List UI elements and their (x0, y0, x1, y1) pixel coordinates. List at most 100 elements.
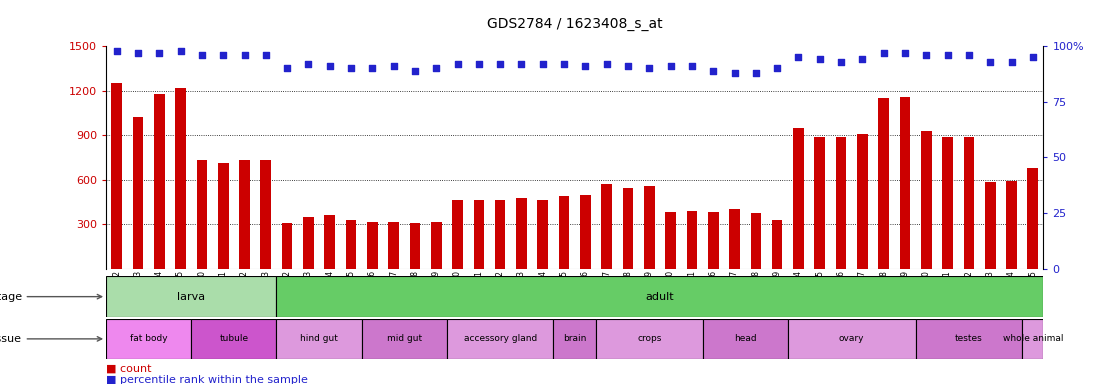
Bar (218, 163, 229, 269)
Bar (191, 319, 277, 359)
Text: larva: larva (177, 291, 205, 302)
Bar (538, 200, 548, 269)
Bar (554, 319, 596, 359)
Text: crops: crops (637, 334, 662, 343)
Bar (106, 319, 191, 359)
Bar (388, 222, 400, 269)
Bar (112, 83, 122, 269)
Bar (815, 137, 825, 269)
Point (641, 65, 658, 71)
Text: ■ count: ■ count (106, 364, 152, 374)
Bar (452, 200, 463, 269)
Bar (367, 222, 377, 269)
Point (151, 50, 169, 56)
Point (449, 61, 466, 67)
Point (917, 52, 935, 58)
Bar (793, 128, 804, 269)
Point (406, 68, 424, 74)
Bar (1022, 319, 1043, 359)
Text: hind gut: hind gut (300, 334, 338, 343)
Bar (665, 212, 676, 269)
Bar (517, 197, 527, 269)
Bar (580, 195, 590, 269)
Text: testes: testes (955, 334, 983, 343)
Text: GDS2784 / 1623408_s_at: GDS2784 / 1623408_s_at (487, 17, 663, 31)
Bar (277, 319, 362, 359)
Bar (133, 118, 143, 269)
Point (981, 59, 999, 65)
Bar (175, 88, 186, 269)
Bar (942, 137, 953, 269)
Point (875, 50, 893, 56)
Point (108, 48, 126, 54)
Bar (362, 319, 446, 359)
Text: head: head (734, 334, 757, 343)
Point (257, 52, 275, 58)
Point (278, 65, 296, 71)
Point (555, 61, 573, 67)
Bar (915, 319, 1022, 359)
Point (299, 61, 317, 67)
Bar (239, 161, 250, 269)
Bar (494, 200, 506, 269)
Bar (729, 209, 740, 269)
Bar (921, 131, 932, 269)
Text: mid gut: mid gut (387, 334, 422, 343)
Point (747, 70, 764, 76)
Point (811, 56, 829, 63)
Bar (304, 217, 314, 269)
Bar (106, 276, 277, 317)
Point (512, 61, 530, 67)
Bar (963, 137, 974, 269)
Point (364, 65, 382, 71)
Point (619, 63, 637, 69)
Point (1023, 54, 1041, 60)
Bar (899, 96, 911, 269)
Point (129, 50, 147, 56)
Point (854, 56, 872, 63)
Point (320, 63, 338, 69)
Point (577, 63, 595, 69)
Point (172, 48, 190, 54)
Point (1002, 59, 1020, 65)
Point (683, 63, 701, 69)
Point (235, 52, 253, 58)
Point (385, 63, 403, 69)
Text: whole animal: whole animal (1002, 334, 1064, 343)
Point (662, 63, 680, 69)
Bar (559, 196, 569, 269)
Bar (878, 98, 889, 269)
Bar (410, 223, 421, 269)
Bar (602, 184, 612, 269)
Bar (703, 319, 788, 359)
Point (427, 65, 445, 71)
Point (789, 54, 807, 60)
Bar (431, 222, 442, 269)
Bar (281, 223, 292, 269)
Point (768, 65, 786, 71)
Point (833, 59, 850, 65)
Bar (1007, 181, 1017, 269)
Bar (985, 182, 995, 269)
Bar (277, 276, 1043, 317)
Text: ■ percentile rank within the sample: ■ percentile rank within the sample (106, 375, 308, 384)
Bar (686, 211, 698, 269)
Text: accessory gland: accessory gland (463, 334, 537, 343)
Point (598, 61, 616, 67)
Bar (446, 319, 554, 359)
Text: adult: adult (646, 291, 674, 302)
Bar (325, 215, 335, 269)
Bar (857, 134, 868, 269)
Bar (196, 161, 208, 269)
Point (193, 52, 211, 58)
Bar (623, 188, 634, 269)
Bar (836, 137, 846, 269)
Point (470, 61, 488, 67)
Point (533, 61, 551, 67)
Bar (346, 220, 356, 269)
Bar (644, 185, 655, 269)
Point (491, 61, 509, 67)
Text: tissue: tissue (0, 334, 102, 344)
Bar (473, 200, 484, 269)
Point (960, 52, 978, 58)
